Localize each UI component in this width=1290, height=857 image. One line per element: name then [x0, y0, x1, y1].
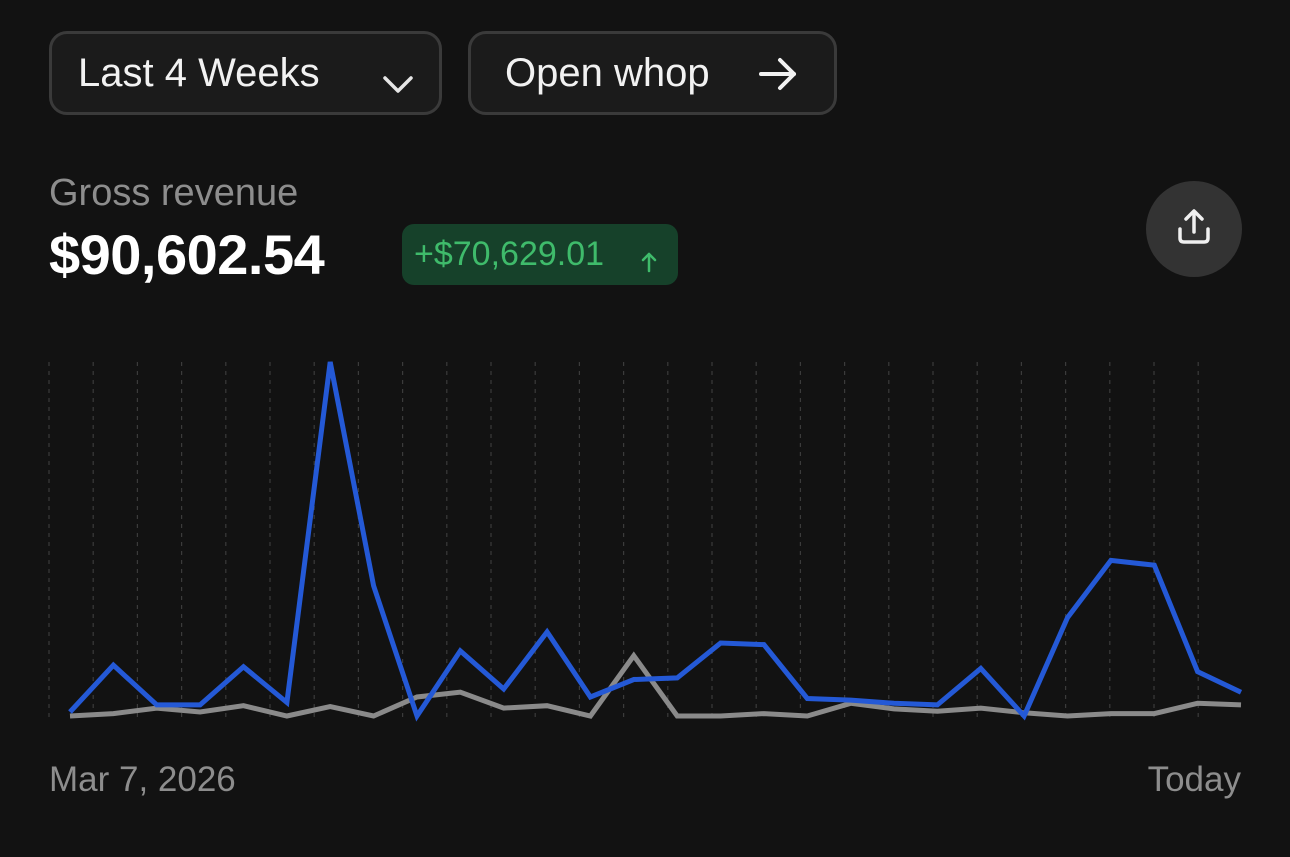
share-upload-icon [1174, 207, 1214, 252]
share-button[interactable] [1146, 181, 1242, 277]
open-whop-label: Open whop [505, 50, 710, 95]
metric-label: Gross revenue [49, 172, 299, 214]
chevron-down-icon [382, 60, 414, 105]
delta-value: +$70,629.01 [414, 235, 605, 273]
arrow-up-icon [640, 243, 658, 282]
delta-badge: +$70,629.01 [402, 224, 678, 285]
date-range-label: Last 4 Weeks [78, 50, 320, 95]
series-line [69, 651, 1242, 719]
metric-value: $90,602.54 [49, 223, 325, 286]
open-whop-button[interactable]: Open whop [468, 31, 837, 115]
date-range-dropdown[interactable]: Last 4 Weeks [49, 31, 442, 115]
x-axis-start-label: Mar 7, 2026 [49, 760, 236, 799]
series-line [68, 361, 1243, 722]
x-axis-end-label: Today [1147, 760, 1241, 799]
arrow-right-icon [758, 56, 798, 101]
